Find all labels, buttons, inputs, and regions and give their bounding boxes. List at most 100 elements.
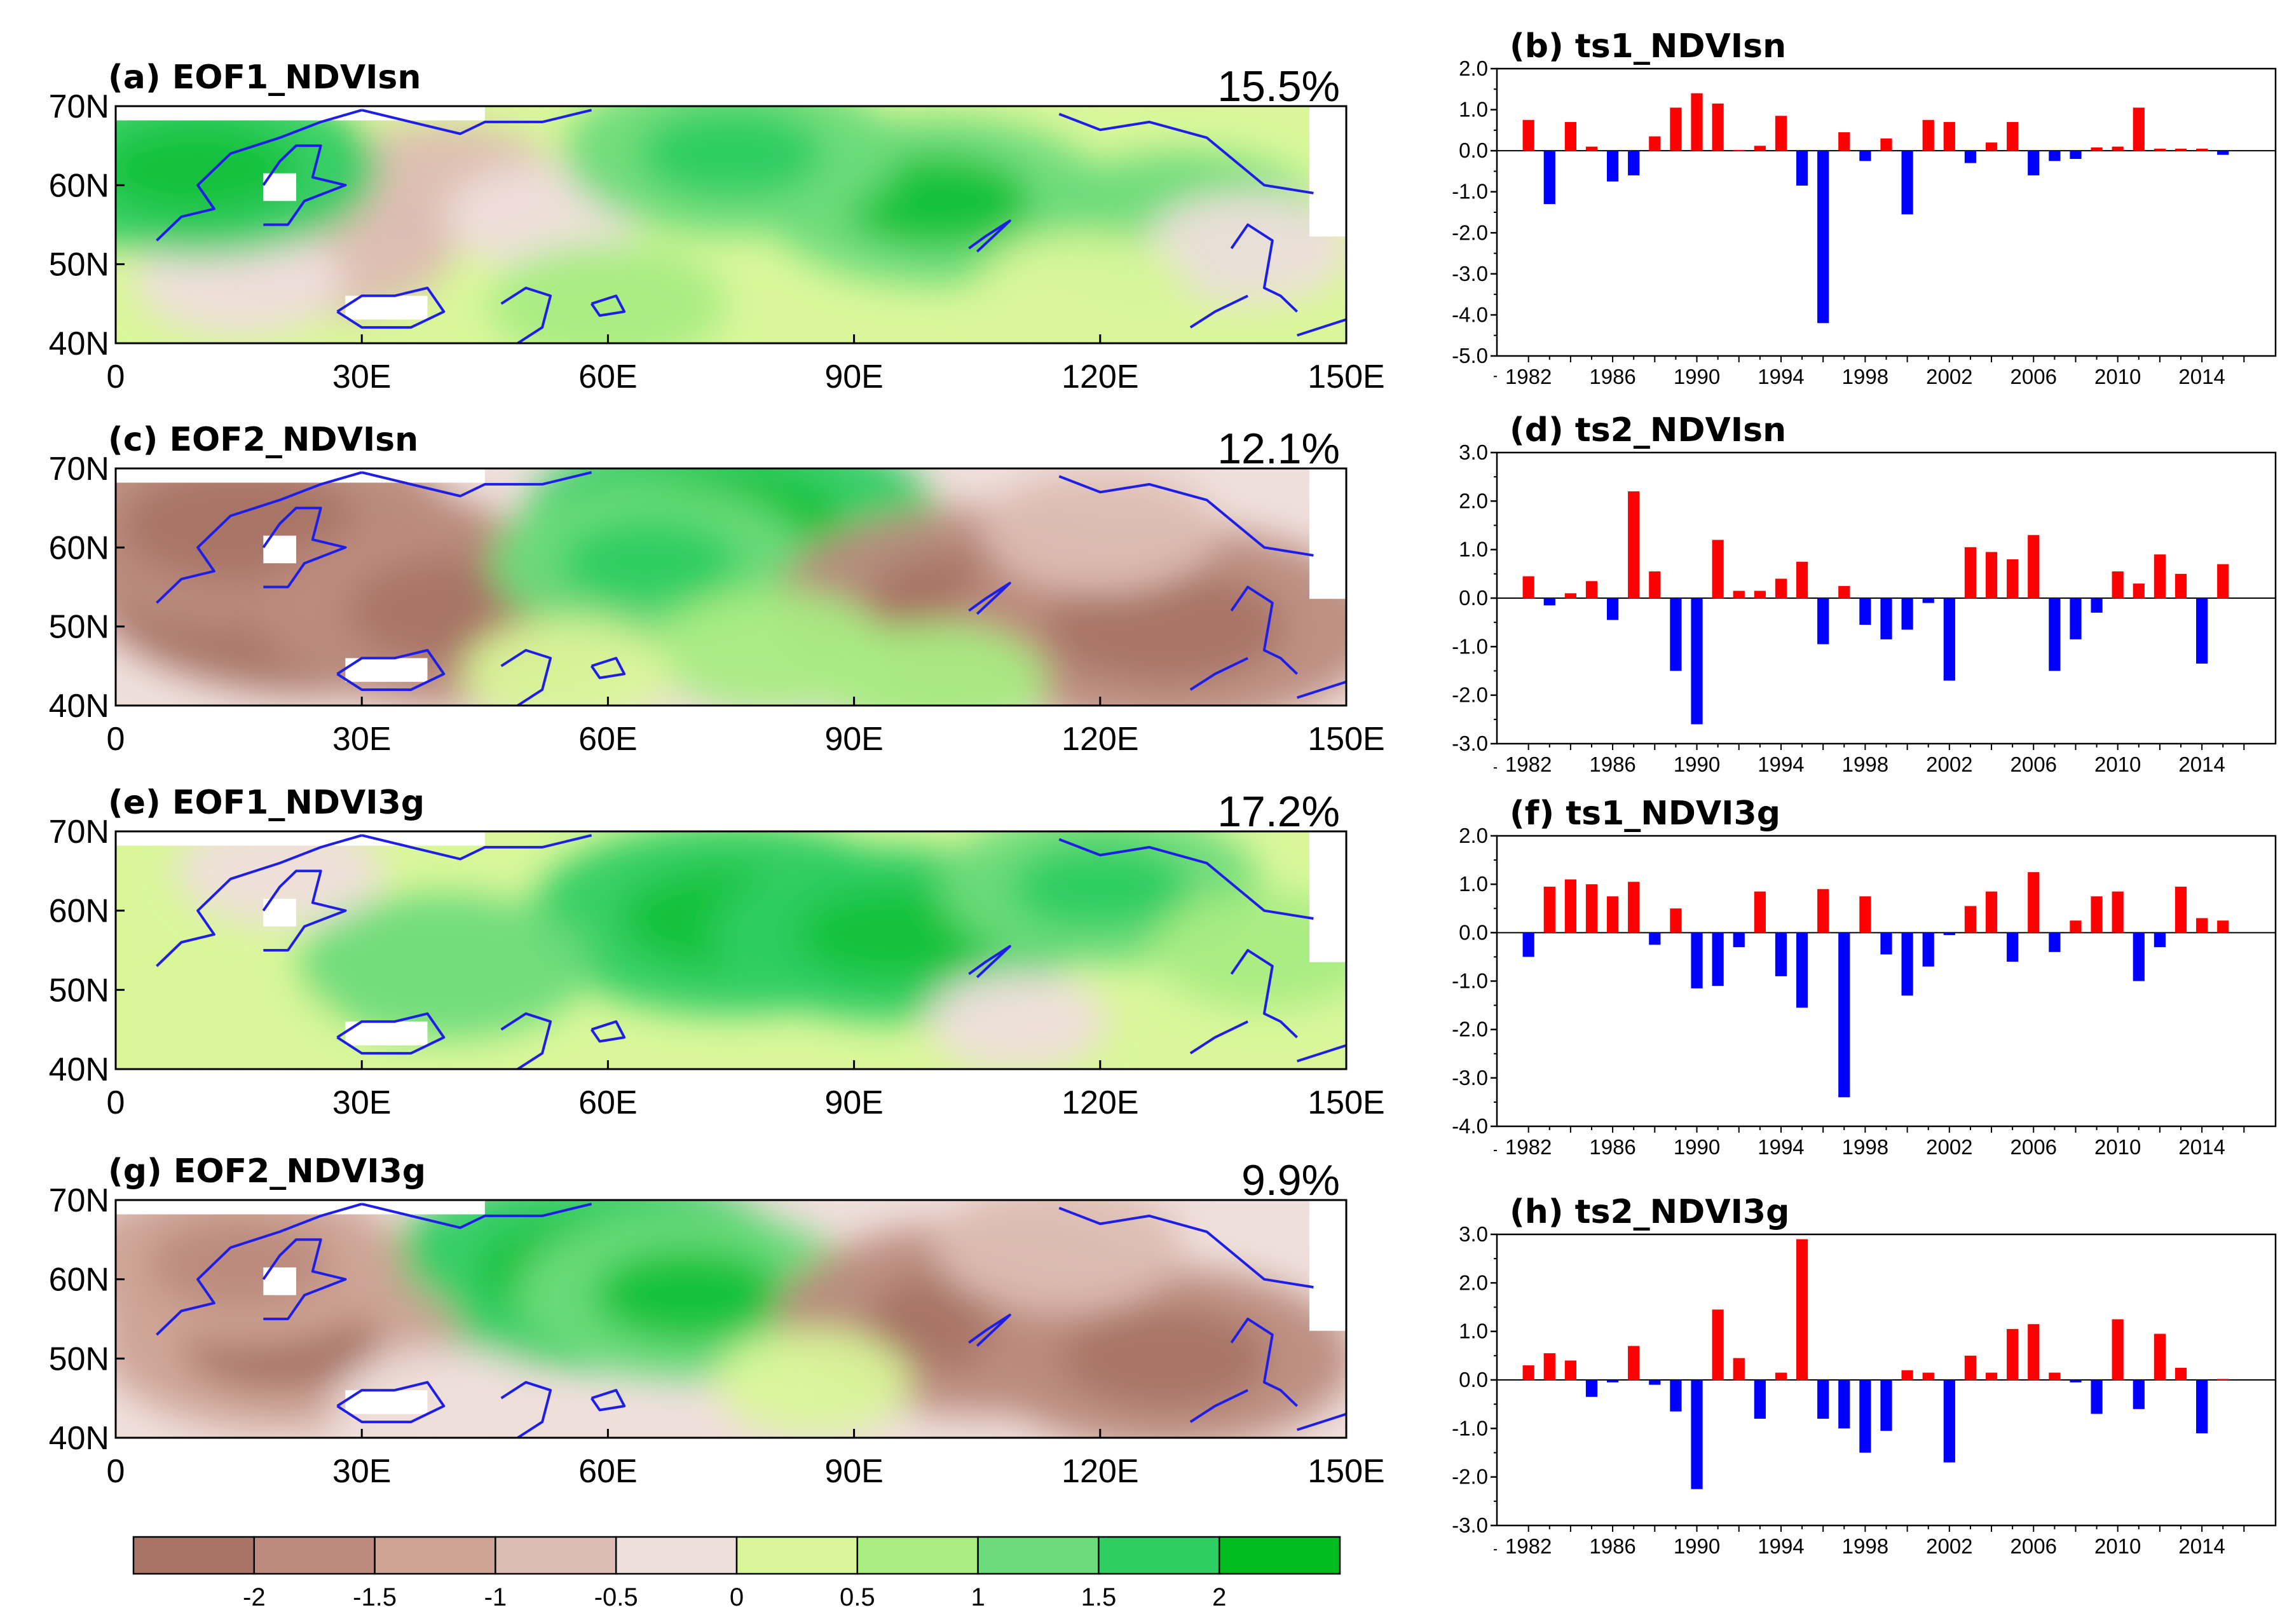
timeseries-d: 3.0 2.0 1.0 0.0 -1.0 -2.0 -3.0 1982 1986 1990 1994… <box>1452 411 2277 776</box>
colorbar-label: 2 <box>1212 1583 1226 1611</box>
x-tick-label: 1994 <box>1758 753 1804 776</box>
coastline <box>361 834 592 861</box>
bar-1984 <box>1564 593 1576 598</box>
bar-2014 <box>2196 918 2208 933</box>
colorbar-swatch <box>1098 1536 1220 1575</box>
x-tick-label: 30E <box>332 358 392 395</box>
y-tick-label: -2.0 <box>1452 1018 1488 1041</box>
pattern-core <box>1062 1309 1269 1409</box>
pattern-blob <box>1144 192 1346 304</box>
x-tick-label: 1994 <box>1758 1534 1804 1558</box>
coastline <box>1189 657 1248 691</box>
bar-1997 <box>1838 585 1850 598</box>
x-tick-label: 1982 <box>1505 1135 1552 1159</box>
coastlines <box>156 109 1346 343</box>
bar-2000 <box>1901 1370 1913 1380</box>
colorbar-label: 1 <box>971 1583 985 1611</box>
bar-2013 <box>2175 1367 2187 1380</box>
bar-1987 <box>1628 882 1640 933</box>
bar-1997 <box>1838 1380 1850 1429</box>
bar-1982 <box>1522 1365 1534 1380</box>
bar-2009 <box>2091 1380 2103 1414</box>
bar-1982 <box>1522 119 1534 151</box>
bar-2002 <box>1943 1380 1955 1463</box>
colorbar-swatch <box>977 1536 1100 1575</box>
bar-1984 <box>1564 121 1576 151</box>
map-frame <box>114 1199 1348 1439</box>
bar-2004 <box>1985 1372 1998 1380</box>
coastline <box>1058 838 1314 920</box>
bar-1987 <box>1628 1346 1640 1380</box>
y-tick-label: -2.0 <box>1452 221 1488 244</box>
x-tick-label: 2006 <box>2011 1135 2057 1159</box>
missing-data <box>1309 831 1346 962</box>
bar-1989 <box>1670 1380 1682 1412</box>
coastline <box>262 870 347 952</box>
bar-1993 <box>1754 1380 1766 1419</box>
bar-1991 <box>1712 103 1724 151</box>
y-tick-label: 60N <box>49 167 109 204</box>
bar-2009 <box>2091 147 2103 151</box>
bar-1998 <box>1859 896 1871 933</box>
bar-2011 <box>2133 107 2145 151</box>
y-tick-label: 0.0 <box>1459 1368 1488 1391</box>
x-tick-label: 1982 <box>1505 1534 1552 1558</box>
bar-1988 <box>1649 571 1661 598</box>
pattern-core <box>594 1248 786 1342</box>
bar-2012 <box>2154 148 2166 151</box>
coastline <box>590 1020 626 1043</box>
bar-1989 <box>1670 908 1682 933</box>
bar-1998 <box>1859 1380 1871 1453</box>
pattern-blob <box>980 231 1188 343</box>
y-tick-label: 2.0 <box>1459 1271 1488 1294</box>
y-tick-label: 60N <box>49 529 109 566</box>
x-tick-label: 2014 <box>2178 1135 2225 1159</box>
bar-2001 <box>1922 598 1934 603</box>
coastline <box>968 1313 1011 1347</box>
x-tick-label: 2010 <box>2094 1135 2141 1159</box>
bar-1990 <box>1691 1380 1703 1489</box>
bar-2015 <box>2217 1379 2229 1380</box>
missing-data <box>116 106 485 121</box>
map-frame <box>114 467 1348 707</box>
coastline <box>1058 475 1314 557</box>
x-tick-label: 2006 <box>2011 1534 2057 1558</box>
y-tick-label: -1.0 <box>1452 969 1488 993</box>
pattern-core <box>1012 843 1189 931</box>
x-tick-label: 1998 <box>1842 365 1888 388</box>
y-tick-label: -4.0 <box>1452 303 1488 326</box>
colorbar-label: -1.5 <box>353 1583 397 1611</box>
panel-title: (b) ts1_NDVIsn <box>1510 27 1786 65</box>
pattern-core <box>795 886 995 983</box>
bar-2004 <box>1985 891 1998 933</box>
explained-variance: 12.1% <box>1217 425 1340 473</box>
colorbar-swatch <box>1218 1536 1341 1575</box>
y-tick-label: -1.0 <box>1452 1416 1488 1440</box>
coastline <box>500 1381 552 1438</box>
coastline <box>156 1203 362 1336</box>
bar-1986 <box>1606 598 1619 620</box>
x-tick-label: 0 <box>107 358 125 395</box>
coastline <box>336 287 446 329</box>
x-tick-label: 1990 <box>1674 1135 1720 1159</box>
x-tick-label: 120E <box>1062 721 1138 758</box>
bar-1995 <box>1796 151 1808 186</box>
bar-2006 <box>2028 535 2040 598</box>
bar-1986 <box>1606 1380 1619 1382</box>
bar-1996 <box>1817 598 1829 645</box>
missing-data <box>116 468 485 483</box>
bar-2010 <box>2112 891 2124 933</box>
explained-variance: 9.9% <box>1241 1156 1340 1204</box>
coastline <box>968 582 1011 615</box>
x-tick-label: 30E <box>332 1084 392 1121</box>
pattern-blob <box>297 892 591 1039</box>
bar-1992 <box>1733 590 1745 598</box>
coastline <box>336 649 446 692</box>
coastline <box>1189 294 1248 329</box>
bar-2010 <box>2112 146 2124 151</box>
bar-2009 <box>2091 598 2103 613</box>
bar-2002 <box>1943 932 1955 936</box>
coastline <box>1058 113 1314 194</box>
y-tick-label: -3.0 <box>1452 262 1488 285</box>
bar-1997 <box>1838 132 1850 151</box>
